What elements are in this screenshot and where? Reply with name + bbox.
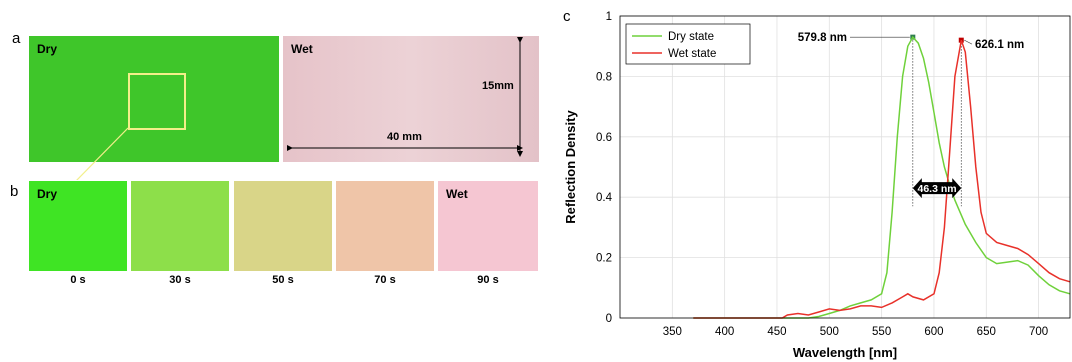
dry-sample-photo: Dry <box>29 36 279 162</box>
y-tick-label: 0.2 <box>596 253 612 265</box>
peak-shift-label: 46.3 nm <box>917 183 956 195</box>
time-label: 30 s <box>169 274 191 286</box>
plot-frame <box>619 15 1071 319</box>
time-label: 90 s <box>477 274 499 286</box>
wet-peak-label: 626.1 nm <box>975 39 1024 51</box>
y-axis-label: Reflection Density <box>563 110 578 224</box>
x-ticks: 350 400 450 500 550 600 650 700 <box>663 326 1048 338</box>
y-tick-label: 0 <box>606 313 612 325</box>
wet-peak-leader <box>964 39 973 45</box>
dry-peak-label: 579.8 nm <box>798 32 847 44</box>
zoom-connector-line <box>76 127 129 180</box>
x-tick-label: 550 <box>872 326 891 338</box>
panel-label-a: a <box>12 30 21 47</box>
y-ticks: 0 0.2 0.4 0.6 0.8 1 <box>596 11 613 325</box>
frame-50s <box>234 181 332 271</box>
x-tick-label: 400 <box>715 326 734 338</box>
wet-sample-photo: Wet <box>283 36 539 162</box>
peak-shift-arrow <box>912 178 962 199</box>
x-tick-label: 600 <box>924 326 943 338</box>
y-tick-label: 0.4 <box>596 192 613 204</box>
time-label: 0 s <box>70 274 86 286</box>
legend-wet-label: Wet state <box>668 48 716 60</box>
width-label: 40 mm <box>387 131 422 143</box>
panel-label-b: b <box>10 183 19 200</box>
dimension-arrows <box>76 37 523 180</box>
shift-arrow-shape <box>912 178 962 199</box>
frame-0s: Dry <box>29 181 127 271</box>
wet-label: Wet <box>291 42 313 56</box>
frame-tag: Dry <box>37 187 58 201</box>
time-label: 50 s <box>272 274 294 286</box>
x-axis-label: Wavelength [nm] <box>793 345 897 360</box>
frame-tag: Wet <box>446 187 468 201</box>
legend-dry-label: Dry state <box>668 31 714 43</box>
x-tick-label: 350 <box>663 326 682 338</box>
zoom-region-box <box>128 73 186 130</box>
x-tick-label: 500 <box>820 326 839 338</box>
x-tick-label: 700 <box>1029 326 1048 338</box>
y-tick-label: 0.8 <box>596 71 612 83</box>
dry-label: Dry <box>37 42 58 56</box>
y-tick-label: 1 <box>606 11 612 23</box>
panel-label-c: c <box>563 8 571 25</box>
series-lines <box>693 35 1071 319</box>
time-label: 70 s <box>374 274 396 286</box>
reflection-density-chart: 00.20.40.60.81 350 400 450 500 550 600 650 700 … <box>563 11 1071 360</box>
frame-90s: Wet <box>438 181 538 271</box>
x-tick-label: 450 <box>767 326 786 338</box>
wet-state-line <box>693 39 1071 319</box>
frame-30s <box>131 181 229 271</box>
frame-70s <box>336 181 434 271</box>
legend: Dry state Wet state <box>625 23 751 65</box>
height-label: 15mm <box>482 80 514 92</box>
y-tick-label: 0.6 <box>596 132 612 144</box>
x-tick-label: 650 <box>977 326 996 338</box>
